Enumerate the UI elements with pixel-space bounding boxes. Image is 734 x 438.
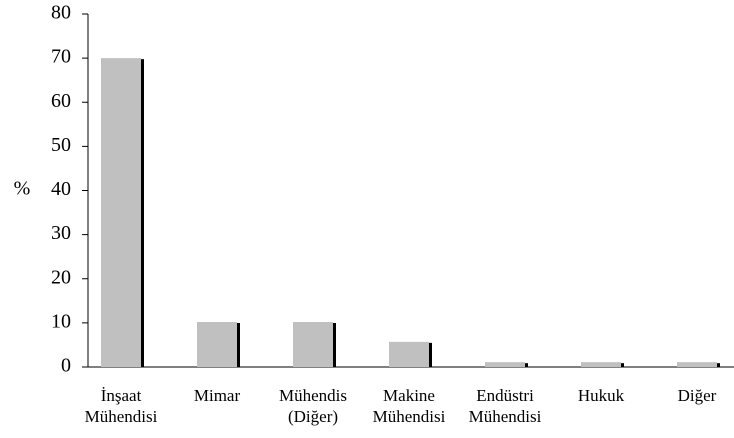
y-tick-label: 30 <box>51 222 71 244</box>
x-tick-label: Diğer <box>678 386 717 405</box>
x-tick-label: Mühendis <box>279 386 347 405</box>
x-tick-label: Mimar <box>194 386 241 405</box>
x-tick-label: Makine <box>383 386 435 405</box>
x-tick-label: Mühendisi <box>85 407 158 426</box>
bar <box>101 58 141 367</box>
x-tick-label: Mühendisi <box>469 407 542 426</box>
x-tick-label: İnşaat <box>101 386 142 405</box>
y-tick-label: 50 <box>51 134 71 156</box>
bar <box>389 341 429 367</box>
bar <box>293 321 333 367</box>
y-tick-label: 20 <box>51 266 71 288</box>
bar <box>581 362 621 367</box>
x-tick-label: Mühendisi <box>373 407 446 426</box>
x-tick-label: Hukuk <box>578 386 625 405</box>
y-tick-label: 0 <box>61 355 71 377</box>
y-tick-label: 80 <box>51 2 71 24</box>
bar <box>485 362 525 367</box>
y-tick-label: 60 <box>51 90 71 112</box>
y-tick-label: 10 <box>51 310 71 332</box>
y-tick-label: 70 <box>51 46 71 68</box>
x-tick-label: Endüstri <box>476 386 534 405</box>
x-tick-label: (Diğer) <box>288 407 338 426</box>
bar <box>197 321 237 367</box>
y-tick-label: 40 <box>51 178 71 200</box>
bar <box>677 362 717 367</box>
y-axis-label: % <box>14 178 31 200</box>
